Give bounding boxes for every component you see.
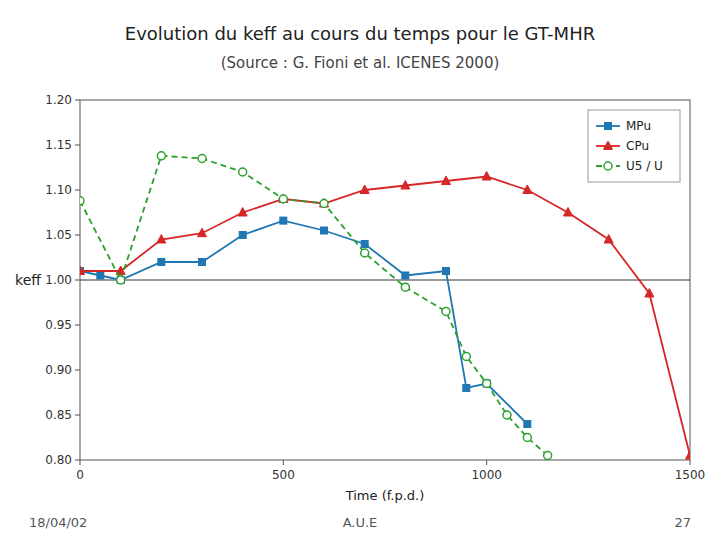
chart: Evolution du keff au cours du temps pour… [0,0,720,540]
y-tick [75,325,80,326]
point [117,277,124,284]
point [462,353,470,361]
point [402,272,409,279]
legend-marker [604,162,612,170]
series [80,152,552,460]
x-tick-label: 500 [272,468,295,482]
point [401,181,410,190]
point [279,194,288,203]
point [604,235,613,244]
point [158,259,165,266]
point [401,283,409,291]
point [442,308,450,316]
point [544,452,552,460]
legend-label: U5 / U [626,159,663,173]
point [157,235,166,244]
point [199,259,206,266]
x-tick [690,460,691,465]
series [80,172,690,460]
axes: 0.80 0.85 0.90 0.95 1.00 1.05 1.10 1.15 1.20 0 500… [45,93,705,482]
x-tick-label: 1500 [675,468,706,482]
x-tick [283,460,284,465]
point [239,168,247,176]
y-tick [75,235,80,236]
y-tick-label: 1.00 [45,273,72,287]
point [80,266,85,275]
y-tick [75,370,80,371]
x-tick [80,460,81,465]
point [320,200,328,208]
y-tick [75,415,80,416]
subtitle: (Source : G. Fioni et al. ICENES 2000) [221,54,500,72]
point [280,217,287,224]
point [463,385,470,392]
reference-line [80,280,690,281]
y-tick-label: 0.85 [45,408,72,422]
y-tick-label: 1.05 [45,228,72,242]
point [321,227,328,234]
footer-text: 18/04/02 [29,515,87,530]
point [80,197,84,205]
point [238,208,247,217]
point [117,276,125,284]
title: Evolution du keff au cours du temps pour… [125,23,595,44]
y-tick [75,460,80,461]
legend-label: MPu [626,119,651,133]
series-line [80,177,690,456]
point [686,451,691,460]
series [80,217,531,427]
point [482,172,491,181]
point [198,155,206,163]
point [360,185,369,194]
point [503,411,511,419]
legend-marker [605,123,612,130]
legend-box [588,110,680,182]
point [198,228,207,237]
point [157,152,165,160]
y-tick-label: 0.80 [45,453,72,467]
point [361,249,369,257]
plot-area [80,152,690,460]
point [523,434,531,442]
series-line [80,156,548,456]
point [442,176,451,185]
point [645,289,654,298]
x-axis-label: Time (f.p.d.) [345,488,425,503]
x-tick-label: 0 [76,468,84,482]
point [524,421,531,428]
point [564,208,573,217]
y-tick-label: 0.95 [45,318,72,332]
point [279,195,287,203]
legend: MPu CPu U5 / U [588,110,680,182]
y-tick [75,190,80,191]
x-tick [486,460,487,465]
y-axis-label: keff [15,272,41,288]
legend-label: CPu [626,139,649,153]
y-tick [75,145,80,146]
point [361,241,368,248]
y-tick-label: 1.20 [45,93,72,107]
y-tick-label: 1.10 [45,183,72,197]
point [483,380,490,387]
y-tick-label: 1.15 [45,138,72,152]
point [483,380,491,388]
x-tick-label: 1000 [471,468,502,482]
point [320,199,329,208]
point [523,185,532,194]
plot-frame [80,100,690,460]
y-tick-label: 0.90 [45,363,72,377]
footer-text: A.U.E [343,515,378,530]
y-tick [75,280,80,281]
point [239,232,246,239]
legend-marker [604,141,613,150]
footer-text: 27 [674,515,691,530]
y-tick [75,100,80,101]
point [97,272,104,279]
point [443,268,450,275]
